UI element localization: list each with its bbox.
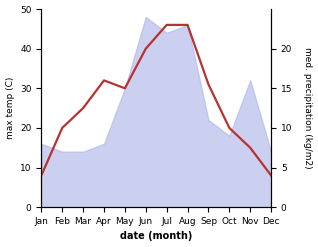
Y-axis label: med. precipitation (kg/m2): med. precipitation (kg/m2) xyxy=(303,47,313,169)
Y-axis label: max temp (C): max temp (C) xyxy=(5,77,15,139)
X-axis label: date (month): date (month) xyxy=(120,231,192,242)
